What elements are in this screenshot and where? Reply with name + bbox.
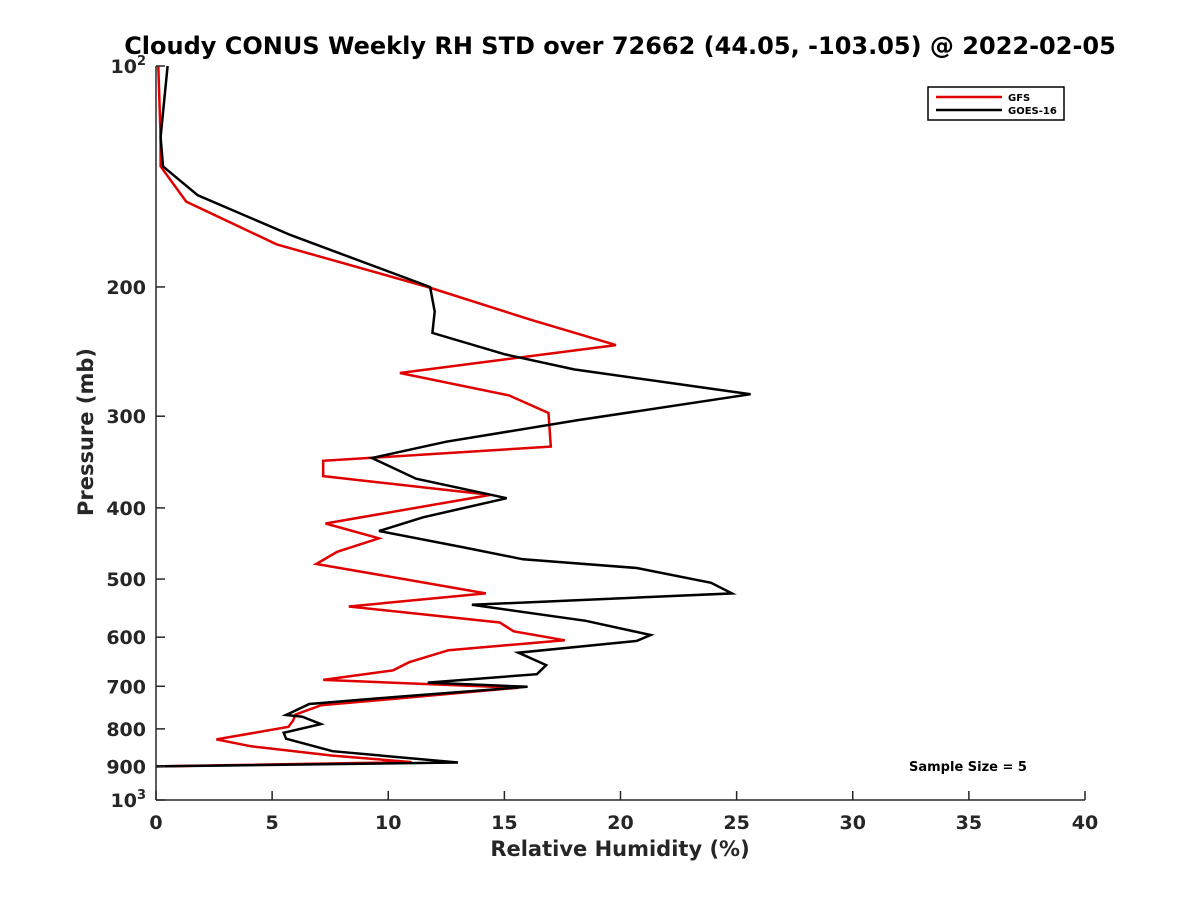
plot-area: 0 5 10 15 20 25 30 35 40 102 200 300 400 500 600 700 800… — [106, 54, 1098, 834]
series-layer — [155, 65, 751, 768]
x-axis-label: Relative Humidity (%) — [490, 837, 749, 861]
legend-label-gfs: GFS — [1008, 93, 1030, 104]
legend-label-goes16: GOES-16 — [1008, 106, 1057, 117]
x-tick-label-15: 15 — [491, 812, 517, 834]
y-tick-label-800: 800 — [106, 719, 146, 741]
x-tick-label-5: 5 — [266, 812, 279, 834]
series-line-goes16 — [155, 65, 751, 768]
y-tick-label-100: 102 — [111, 54, 147, 78]
x-tick-label-35: 35 — [956, 812, 982, 834]
x-tick-label-0: 0 — [149, 812, 162, 834]
y-axis-label: Pressure (mb) — [74, 348, 98, 516]
legend-box — [927, 86, 1065, 121]
x-tick-label-20: 20 — [607, 812, 633, 834]
y-tick-label-200: 200 — [106, 277, 146, 299]
legend: GFS GOES-16 — [927, 86, 1065, 121]
y-tick-label-500: 500 — [106, 569, 146, 591]
ticks-layer: 0 5 10 15 20 25 30 35 40 102 200 300 400 500 600 700 800… — [106, 54, 1098, 834]
x-tick-label-10: 10 — [375, 812, 401, 834]
y-tick-label-900: 900 — [106, 756, 146, 778]
x-tick-label-25: 25 — [723, 812, 749, 834]
x-tick-label-40: 40 — [1072, 812, 1098, 834]
sample-size-annotation: Sample Size = 5 — [909, 760, 1027, 775]
x-tick-label-30: 30 — [840, 812, 866, 834]
axes-layer — [155, 66, 1085, 801]
y-tick-label-1000: 103 — [111, 788, 147, 812]
y-tick-label-700: 700 — [106, 676, 146, 698]
series-line-gfs — [155, 65, 617, 768]
y-tick-label-300: 300 — [106, 406, 146, 428]
y-tick-label-400: 400 — [106, 498, 146, 520]
chart-title: Cloudy CONUS Weekly RH STD over 72662 (4… — [124, 32, 1116, 60]
y-tick-label-600: 600 — [106, 627, 146, 649]
